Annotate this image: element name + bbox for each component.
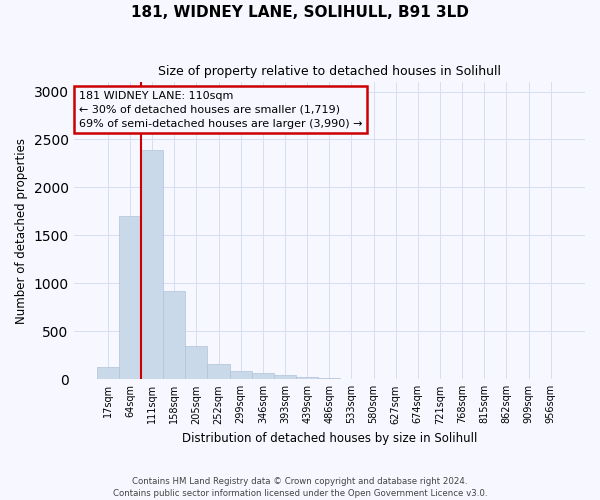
Text: 181 WIDNEY LANE: 110sqm
← 30% of detached houses are smaller (1,719)
69% of semi: 181 WIDNEY LANE: 110sqm ← 30% of detache… bbox=[79, 91, 362, 129]
Bar bbox=[119, 216, 141, 380]
Title: Size of property relative to detached houses in Solihull: Size of property relative to detached ho… bbox=[158, 65, 501, 78]
Bar bbox=[230, 370, 252, 380]
Y-axis label: Number of detached properties: Number of detached properties bbox=[15, 138, 28, 324]
Bar bbox=[163, 291, 185, 380]
X-axis label: Distribution of detached houses by size in Solihull: Distribution of detached houses by size … bbox=[182, 432, 477, 445]
Bar bbox=[208, 364, 230, 380]
Bar bbox=[318, 378, 340, 380]
Text: Contains HM Land Registry data © Crown copyright and database right 2024.
Contai: Contains HM Land Registry data © Crown c… bbox=[113, 476, 487, 498]
Bar bbox=[252, 373, 274, 380]
Bar bbox=[274, 375, 296, 380]
Bar bbox=[185, 346, 208, 380]
Bar bbox=[296, 378, 318, 380]
Text: 181, WIDNEY LANE, SOLIHULL, B91 3LD: 181, WIDNEY LANE, SOLIHULL, B91 3LD bbox=[131, 5, 469, 20]
Bar bbox=[141, 150, 163, 380]
Bar bbox=[340, 378, 362, 380]
Bar bbox=[97, 367, 119, 380]
